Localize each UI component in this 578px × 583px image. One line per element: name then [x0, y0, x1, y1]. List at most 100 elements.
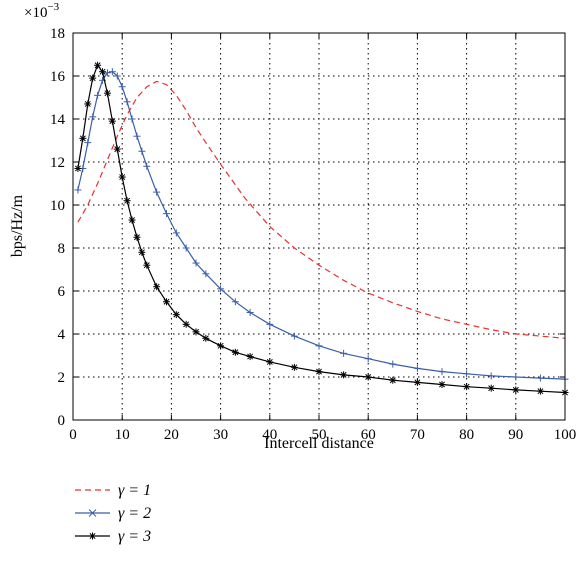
data-point	[172, 311, 180, 319]
data-point	[231, 348, 239, 356]
data-point	[202, 270, 210, 278]
data-point	[138, 248, 146, 256]
data-point	[182, 244, 190, 252]
legend-label: γ = 1	[118, 482, 151, 499]
data-point	[438, 368, 446, 376]
legend-label: γ = 3	[118, 528, 151, 545]
data-point	[315, 368, 323, 376]
data-point	[89, 113, 97, 121]
legend-item: γ = 3	[75, 528, 151, 545]
data-point	[217, 342, 225, 350]
data-point	[74, 186, 82, 194]
data-point	[103, 89, 111, 97]
data-point	[108, 117, 116, 125]
data-point	[133, 233, 141, 241]
data-point	[340, 371, 348, 379]
y-tick-label: 12	[50, 155, 65, 171]
data-point	[290, 332, 298, 340]
legend-item: γ = 1	[75, 482, 151, 499]
data-point	[182, 320, 190, 328]
data-point	[536, 374, 544, 382]
data-point	[79, 134, 87, 142]
data-point	[94, 61, 102, 69]
data-point	[413, 364, 421, 372]
x-tick-label: 50	[312, 427, 327, 443]
data-point	[123, 197, 131, 205]
y-tick-label: 4	[58, 327, 66, 343]
data-point	[217, 285, 225, 293]
legend-label: γ = 2	[118, 505, 151, 522]
data-point	[162, 210, 170, 218]
data-point	[463, 383, 471, 391]
data-point	[340, 349, 348, 357]
data-point	[118, 83, 126, 91]
data-point	[113, 145, 121, 153]
data-point	[128, 216, 136, 224]
legend-item: γ = 2	[75, 505, 151, 522]
series-3	[74, 61, 569, 396]
data-point	[153, 188, 161, 196]
y-tick-label: 0	[58, 413, 66, 429]
series-line	[77, 80, 566, 339]
data-point	[74, 164, 82, 172]
data-point	[246, 309, 254, 316]
legend: γ = 1 γ = 2 γ = 3	[75, 482, 151, 545]
series-group	[74, 61, 569, 396]
data-point	[512, 386, 520, 394]
x-tick-label: 100	[554, 427, 577, 443]
data-point	[389, 360, 397, 368]
data-point	[290, 363, 298, 371]
data-point	[162, 298, 170, 306]
data-point	[487, 372, 495, 380]
y-tick-label: 2	[58, 370, 66, 386]
x-axis-label: Intercell distance	[264, 435, 374, 452]
data-point	[266, 358, 274, 366]
y-tick-label: 18	[50, 26, 65, 42]
data-point	[143, 261, 151, 269]
series-1	[77, 80, 566, 339]
y-ticks: 0 2 4 6 8 10 12 14 16 18	[50, 26, 565, 429]
y-tick-label: 14	[50, 112, 66, 128]
x-ticks: 0 10 20 30 40 50 60 70 80 90 100	[69, 33, 576, 443]
x-tick-label: 60	[361, 427, 376, 443]
y-multiplier-label: ×10−3	[24, 1, 60, 21]
data-point	[413, 378, 421, 386]
data-point	[192, 259, 200, 267]
y-tick-label: 6	[58, 284, 66, 300]
y-axis-label: bps/Hz/m	[9, 194, 26, 257]
x-tick-label: 70	[410, 427, 425, 443]
data-point	[118, 173, 126, 181]
data-point	[133, 132, 141, 140]
data-point	[364, 373, 372, 381]
data-point	[389, 376, 397, 384]
x-tick-label: 30	[213, 427, 228, 443]
data-point	[231, 298, 239, 306]
data-point	[536, 387, 544, 395]
data-point	[463, 370, 471, 378]
data-point	[108, 68, 116, 76]
plot-frame	[72, 32, 566, 421]
series-2	[74, 68, 569, 383]
y-tick-label: 16	[50, 69, 66, 85]
data-point	[315, 342, 323, 350]
data-point	[103, 69, 111, 77]
data-point	[172, 229, 180, 237]
data-point	[192, 328, 200, 336]
x-tick-label: 80	[459, 427, 474, 443]
grid	[73, 33, 565, 420]
data-point	[113, 72, 121, 80]
series-line	[77, 71, 566, 380]
x-tick-label: 0	[69, 427, 77, 443]
data-point	[487, 384, 495, 392]
data-point	[202, 334, 210, 342]
y-multiplier-exponent: −3	[47, 1, 59, 13]
data-point	[266, 320, 274, 328]
data-point	[123, 98, 131, 106]
data-point	[364, 355, 372, 363]
data-point	[512, 373, 520, 381]
data-point	[438, 381, 446, 389]
x-tick-label: 90	[508, 427, 523, 443]
data-point	[89, 74, 97, 82]
x-tick-label: 40	[262, 427, 277, 443]
